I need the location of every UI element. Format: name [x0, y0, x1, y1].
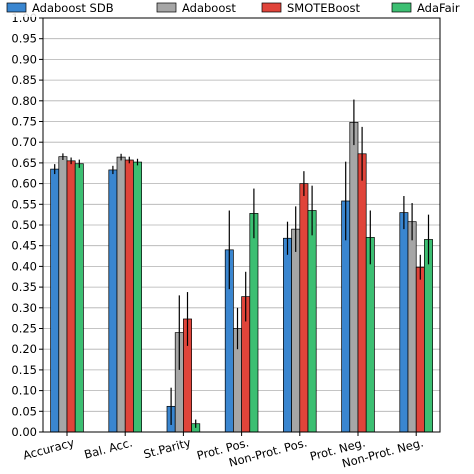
- legend-swatch: [391, 2, 412, 13]
- legend-swatch: [156, 2, 177, 13]
- bar: [50, 168, 60, 433]
- bar: [415, 266, 425, 433]
- y-tick-label: 0.20: [11, 342, 37, 356]
- legend-label: SMOTEBoost: [287, 1, 361, 15]
- x-tick-label: Accuracy: [21, 435, 76, 462]
- bar: [407, 221, 417, 433]
- y-tick-label: 0.80: [11, 94, 37, 108]
- bar: [291, 228, 301, 433]
- error-bars: [54, 99, 430, 428]
- legend-swatch: [261, 2, 282, 13]
- y-tick-label: 0.75: [11, 115, 37, 129]
- y-tick-label: 0.30: [11, 301, 37, 315]
- x-tick-label: St.Parity: [142, 435, 192, 461]
- y-tick-label: 0.35: [11, 280, 37, 294]
- y-tick-label: 0.05: [11, 404, 37, 418]
- bar: [124, 159, 134, 433]
- y-tick-label: 0.40: [11, 259, 37, 273]
- bar: [365, 237, 375, 433]
- bar: [399, 212, 409, 433]
- bar: [58, 156, 68, 433]
- y-tick-label: 0.70: [11, 135, 37, 149]
- legend-label: Adaboost: [182, 1, 236, 15]
- y-tick-label: 0.55: [11, 197, 37, 211]
- y-tick-label: 0.65: [11, 156, 37, 170]
- y-tick-label: 0.60: [11, 177, 37, 191]
- legend-label: Adaboost SDB: [32, 1, 114, 15]
- y-tick-label: 0.95: [11, 32, 37, 46]
- bar: [249, 213, 259, 433]
- bar: [299, 183, 309, 433]
- y-tick-label: 0.85: [11, 73, 37, 87]
- y-tick-label: 0.50: [11, 218, 37, 232]
- bar: [283, 237, 292, 433]
- bar: [349, 121, 359, 433]
- y-tick-label: 0.25: [11, 322, 37, 336]
- bar: [74, 163, 84, 433]
- legend: Adaboost SDB Adaboost SMOTEBoost AdaFair: [0, 0, 474, 17]
- bar: [424, 239, 433, 433]
- legend-swatch: [6, 2, 27, 13]
- y-tick-label: 0.45: [11, 239, 37, 253]
- y-tick-label: 0.10: [11, 384, 37, 398]
- legend-label: AdaFair: [417, 1, 460, 15]
- bar: [116, 156, 126, 433]
- y-axis: 0.00 0.05 0.10 0.15 0.20 0.25 0.30 0.35 0.40 0.45…: [11, 11, 43, 439]
- x-tick-label: Bal. Acc.: [83, 435, 134, 461]
- y-tick-label: 0.90: [11, 52, 37, 66]
- bars: [50, 121, 433, 433]
- bar: [357, 153, 367, 433]
- bar: [108, 169, 118, 433]
- bar: [133, 161, 142, 433]
- y-tick-label: 0.15: [11, 363, 37, 377]
- y-tick-label: 0.00: [11, 425, 37, 439]
- x-axis: Accuracy Bal. Acc. St.Parity Prot. Pos.Non-…: [21, 432, 425, 471]
- legend-box: [0, 0, 474, 17]
- bar: [66, 160, 76, 433]
- bar: [307, 210, 317, 433]
